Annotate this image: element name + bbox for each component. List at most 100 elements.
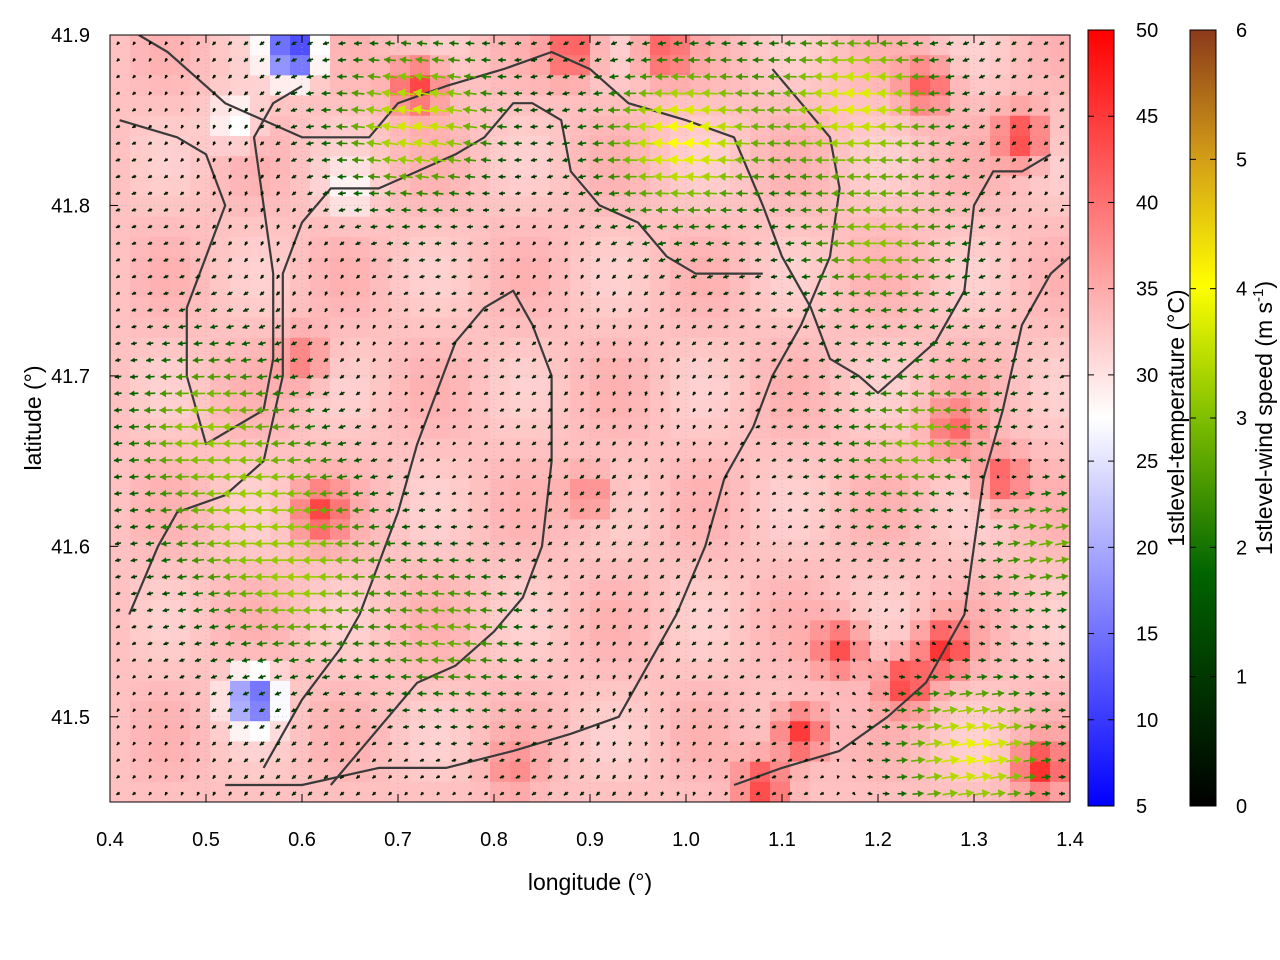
- heat-cell: [990, 236, 1011, 258]
- heat-cell: [690, 579, 711, 601]
- heat-cell: [670, 680, 691, 702]
- heat-cell: [270, 620, 291, 642]
- heat-cell: [470, 418, 491, 440]
- heat-cell: [310, 216, 331, 238]
- heat-cell: [330, 479, 351, 500]
- heat-cell: [630, 701, 651, 722]
- heat-cell: [590, 620, 611, 642]
- heat-cell: [930, 357, 951, 379]
- heat-cell: [650, 640, 671, 662]
- heat-cell: [970, 357, 991, 379]
- heat-cell: [730, 176, 751, 198]
- heat-cell: [870, 579, 891, 601]
- heat-cell: [810, 660, 831, 682]
- heat-cell: [170, 559, 191, 581]
- heat-cell: [910, 196, 931, 218]
- heat-cell: [330, 418, 351, 440]
- heat-cell: [930, 95, 951, 117]
- heat-cell: [170, 479, 191, 500]
- heat-cell: [630, 458, 651, 480]
- heat-cell: [630, 317, 651, 339]
- wind-colorbar-label-main: 1stlevel-wind speed (m s: [1251, 302, 1277, 555]
- heat-cell: [550, 176, 571, 198]
- heat-cell: [450, 196, 471, 218]
- heat-cell: [790, 680, 811, 702]
- heat-cell: [710, 418, 731, 440]
- heat-cell: [670, 378, 691, 399]
- heat-cell: [210, 579, 231, 601]
- heat-cell: [770, 357, 791, 379]
- heat-cell: [930, 579, 951, 601]
- heat-cell: [410, 257, 431, 278]
- heat-cell: [470, 781, 491, 802]
- heat-cell: [770, 438, 791, 460]
- heat-cell: [270, 479, 291, 500]
- heat-cell: [530, 176, 551, 198]
- heat-cell: [650, 499, 671, 521]
- heat-cell: [690, 236, 711, 258]
- heat-cell: [1050, 337, 1070, 359]
- heat-cell: [290, 701, 311, 722]
- heat-cell: [230, 337, 251, 359]
- heat-cell: [990, 579, 1011, 601]
- heat-cell: [510, 135, 531, 157]
- heat-cell: [710, 781, 731, 802]
- heat-cell: [530, 418, 551, 440]
- heat-cell: [590, 236, 611, 258]
- heat-cell: [270, 660, 291, 682]
- heat-cell: [210, 317, 231, 339]
- heat-cell: [890, 741, 911, 763]
- heat-cell: [690, 277, 711, 298]
- heat-cell: [330, 458, 351, 480]
- heat-cell: [630, 418, 651, 440]
- heat-cell: [350, 660, 371, 682]
- heat-cell: [1010, 438, 1031, 460]
- heat-cell: [930, 216, 951, 238]
- heat-cell: [510, 277, 531, 298]
- heat-cell: [570, 378, 591, 399]
- heat-cell: [1030, 115, 1051, 137]
- heat-cell: [530, 781, 551, 802]
- heat-cell: [1010, 75, 1031, 97]
- heat-cell: [810, 781, 831, 802]
- heat-cell: [1030, 75, 1051, 97]
- heat-cell: [930, 337, 951, 359]
- heat-cell: [410, 640, 431, 662]
- wind-colorbar-tick-label: 5: [1236, 149, 1247, 171]
- heat-cell: [230, 579, 251, 601]
- heat-cell: [970, 257, 991, 278]
- heat-cell: [130, 741, 151, 763]
- heat-cell: [850, 680, 871, 702]
- heat-cell: [770, 458, 791, 480]
- heat-cell: [150, 75, 171, 97]
- heat-cell: [910, 579, 931, 601]
- heat-cell: [870, 741, 891, 763]
- heat-cell: [750, 741, 771, 763]
- heat-cell: [870, 640, 891, 662]
- heat-cell: [1050, 115, 1070, 137]
- heat-cell: [730, 95, 751, 117]
- heat-cell: [470, 317, 491, 339]
- heat-cell: [850, 378, 871, 399]
- heat-cell: [750, 519, 771, 541]
- heat-cell: [730, 741, 751, 763]
- heat-cell: [990, 297, 1011, 319]
- heat-cell: [890, 579, 911, 601]
- heat-cell: [230, 257, 251, 278]
- heat-cell: [1010, 418, 1031, 440]
- heat-cell: [450, 357, 471, 379]
- heat-cell: [550, 479, 571, 500]
- heat-cell: [510, 156, 531, 177]
- heat-cell: [630, 579, 651, 601]
- heat-cell: [790, 95, 811, 117]
- heat-cell: [890, 620, 911, 642]
- heat-cell: [1030, 95, 1051, 117]
- heat-cell: [490, 196, 511, 218]
- heat-cell: [930, 721, 951, 743]
- heat-cell: [910, 337, 931, 359]
- heat-cell: [150, 701, 171, 722]
- heat-cell: [450, 418, 471, 440]
- heat-cell: [190, 156, 211, 177]
- heat-cell: [630, 721, 651, 743]
